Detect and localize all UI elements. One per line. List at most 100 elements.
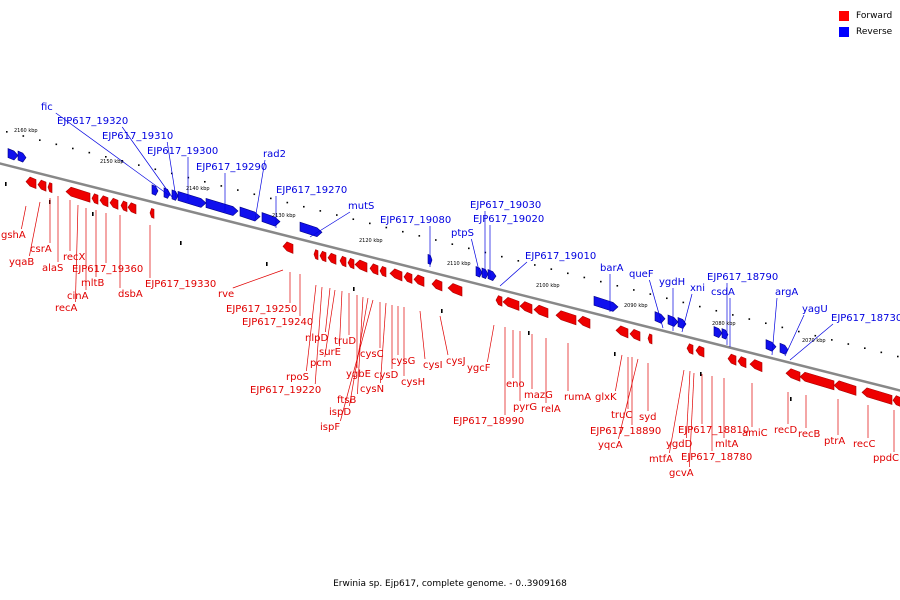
- leader-line: [686, 370, 691, 439]
- ring-dot: [897, 355, 899, 358]
- leader-line: [649, 279, 664, 329]
- reverse-gene-label: mutS: [348, 201, 374, 212]
- reverse-gene-label: barA: [600, 263, 624, 274]
- leader-line: [340, 299, 374, 422]
- reverse-gene-label: EJP617_19080: [380, 215, 451, 226]
- ring-dot: [864, 347, 866, 349]
- reverse-gene: [239, 206, 261, 222]
- ring-dot: [715, 309, 718, 312]
- forward-gene-label: ygbE: [346, 369, 371, 380]
- leader-line: [309, 211, 351, 238]
- ring-dot: [22, 135, 25, 137]
- forward-gene-label: yqaB: [9, 257, 34, 268]
- ring-dot: [385, 226, 388, 229]
- tick-label: 2080 kbp: [712, 321, 736, 327]
- reverse-gene-label: EJP617_19300: [147, 146, 218, 157]
- reverse-swatch: [839, 27, 849, 37]
- forward-gene-label: recA: [55, 303, 78, 314]
- reverse-gene: [779, 342, 789, 355]
- forward-gene-label: surE: [319, 347, 341, 358]
- ring-dot: [567, 272, 569, 275]
- legend: Forward Reverse: [839, 9, 892, 41]
- ring-dot: [501, 255, 503, 258]
- reverse-gene-label: xni: [690, 283, 705, 294]
- ring-dot: [138, 164, 140, 166]
- leader-line: [771, 297, 778, 356]
- tick-label: 2110 kbp: [447, 261, 471, 267]
- ring-dot: [441, 309, 443, 313]
- leader-line: [314, 286, 323, 385]
- reverse-gene-label: EJP617_18790: [707, 272, 778, 283]
- tick-label: 2140 kbp: [186, 186, 210, 192]
- forward-gene: [109, 197, 119, 210]
- ring-dot: [435, 239, 437, 241]
- forward-gene: [25, 176, 37, 190]
- reverse-gene: [677, 317, 687, 329]
- ring-dot: [765, 322, 767, 325]
- forward-gene-label: cysN: [360, 384, 384, 395]
- legend-label-forward: Forward: [856, 11, 893, 21]
- leader-line: [357, 296, 364, 395]
- forward-gene: [65, 186, 91, 203]
- forward-gene-label: rpoS: [286, 372, 309, 383]
- ring-dot: [266, 262, 268, 266]
- forward-gene-label: ygcF: [467, 363, 491, 374]
- ring-dot: [451, 243, 454, 245]
- reverse-gene-label: EJP617_19020: [473, 214, 544, 225]
- reverse-gene: [151, 184, 159, 196]
- ring-dot: [319, 210, 322, 212]
- tick-label: 2100 kbp: [536, 283, 560, 289]
- forward-gene-label: EJP617_18990: [453, 416, 524, 427]
- forward-gene-label: recB: [798, 429, 821, 440]
- leader-line: [784, 314, 805, 357]
- ring-dot: [105, 156, 107, 158]
- leader-line: [306, 284, 317, 372]
- ring-dot: [682, 301, 685, 304]
- legend-item-forward: Forward: [839, 9, 892, 23]
- reverse-gene-label: rad2: [263, 149, 286, 160]
- leader-line: [499, 261, 528, 287]
- forward-gene: [785, 368, 801, 382]
- ring-dot: [55, 143, 58, 146]
- ring-dot: [790, 397, 792, 401]
- leader-line: [254, 159, 266, 221]
- reverse-gene: [713, 326, 723, 338]
- leader-line: [324, 289, 336, 358]
- forward-gene: [327, 252, 337, 265]
- forward-swatch: [839, 11, 849, 21]
- forward-gene-label: dsbA: [118, 289, 143, 300]
- ring-dot: [700, 372, 702, 376]
- tick-label: 2090 kbp: [624, 303, 648, 309]
- forward-gene: [389, 268, 403, 282]
- ring-dot: [5, 182, 7, 186]
- forward-gene-label: mazG: [524, 390, 553, 401]
- ring-dot: [831, 339, 833, 341]
- leader-line: [669, 369, 685, 454]
- forward-gene-label: ispF: [320, 422, 340, 433]
- ring-dot: [468, 247, 470, 250]
- forward-gene: [892, 395, 900, 407]
- ring-dot: [369, 222, 371, 225]
- forward-gene-label: rve: [218, 289, 234, 300]
- forward-gene-label: EJP617_19240: [242, 317, 313, 328]
- leader-line: [681, 293, 693, 333]
- leader-line: [121, 126, 173, 198]
- forward-gene: [615, 325, 629, 339]
- forward-gene-label: recX: [63, 252, 86, 263]
- leader-line: [325, 287, 331, 333]
- forward-gene-label: cysJ: [446, 356, 466, 367]
- forward-gene-label: cysH: [401, 377, 425, 388]
- ring-dot: [847, 343, 850, 345]
- reverse-gene-label: queF: [629, 269, 654, 280]
- forward-gene-label: gcvA: [669, 468, 694, 479]
- forward-gene-label: yqcA: [598, 440, 623, 451]
- forward-gene-label: mltA: [715, 439, 738, 450]
- reverse-gene-label: EJP617_19010: [525, 251, 596, 262]
- ring-tick-marks: [5, 131, 899, 401]
- reverse-gene-label: fic: [41, 102, 53, 113]
- leader-line: [232, 269, 284, 289]
- forward-gene-label: EJP617_19330: [145, 279, 216, 290]
- forward-gene-label: mltB: [81, 278, 104, 289]
- ring-dot: [614, 352, 616, 356]
